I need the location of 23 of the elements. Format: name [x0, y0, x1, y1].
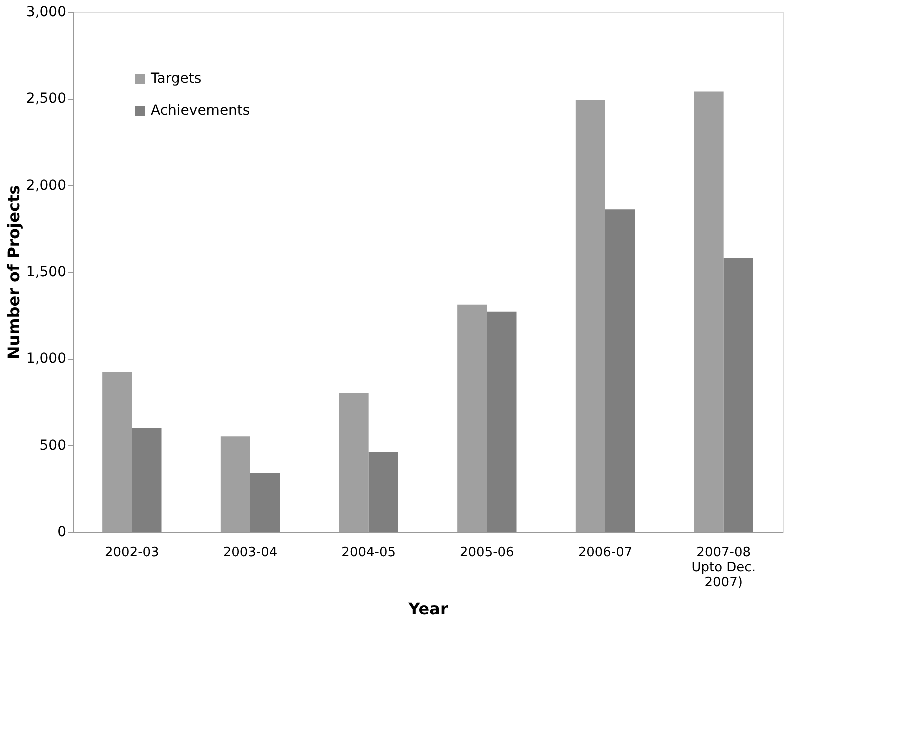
y-tick-label: 500 [40, 438, 66, 454]
bar [132, 428, 162, 532]
y-tick-label: 3,000 [26, 4, 66, 20]
bar [368, 452, 398, 532]
bar [606, 210, 636, 532]
x-tick-label: 2005-06 [460, 546, 514, 560]
legend-label: Targets [150, 71, 202, 87]
y-axis-title: Number of Projects [4, 185, 24, 360]
x-tick-label: 2006-07 [578, 546, 633, 560]
x-tick-label: 2007-08 Upto Dec. 2007) [692, 546, 756, 590]
legend-label: Achievements [151, 103, 250, 119]
bar [250, 473, 280, 532]
bar [487, 312, 517, 532]
y-tick-label: 2,500 [26, 91, 66, 108]
x-tick-label: 2002-03 [105, 546, 160, 560]
y-tick-label: 1,500 [26, 264, 66, 280]
y-tick-label: 2,000 [26, 178, 66, 194]
x-tick-label: 2003-04 [223, 546, 278, 560]
y-tick-label: 1,000 [26, 351, 66, 368]
x-tick-label: 2004-05 [342, 546, 396, 560]
bar [724, 258, 754, 532]
x-axis-title: Year [408, 600, 448, 618]
y-tick-label: 0 [58, 524, 66, 540]
